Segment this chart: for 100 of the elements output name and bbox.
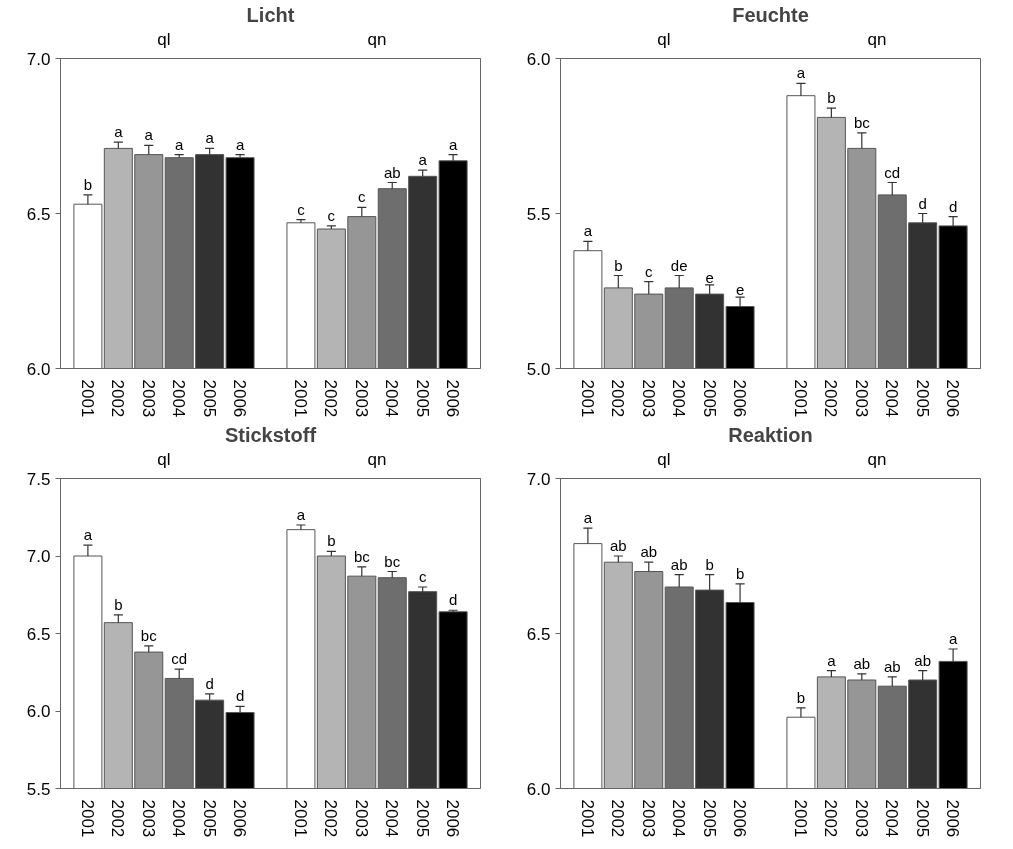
x-tick-label: 2004 (669, 799, 689, 838)
x-tick-label: 2002 (321, 799, 341, 838)
x-tick-label: 2003 (351, 799, 371, 838)
x-tick-label: 2005 (412, 799, 432, 838)
x-tick-label: 2001 (577, 799, 597, 838)
text: qn (367, 449, 387, 469)
data-label: a (796, 64, 806, 82)
data-label: bc (384, 552, 401, 570)
x-tick-label: 2002 (821, 379, 841, 418)
x-tick-label: 2003 (138, 799, 158, 838)
data-label: e (705, 268, 714, 286)
x-tick-label: 2002 (321, 379, 341, 418)
x-tick-label: 2001 (577, 379, 597, 418)
text: qn (867, 29, 887, 49)
x-tick-label: 2003 (638, 379, 658, 418)
x-tick-label: 2003 (851, 379, 871, 418)
data-label: a (448, 135, 458, 153)
data-label: bc (853, 113, 871, 131)
data-label: c (418, 568, 427, 585)
y-tick-label: 7.5 (26, 469, 51, 489)
x-tick-label: 2002 (608, 799, 628, 838)
text: ql (157, 449, 171, 469)
data-label: d (235, 687, 245, 705)
x-tick-label: 2003 (638, 799, 658, 838)
x-tick-label: 2004 (882, 799, 902, 838)
x-tick-label: 2004 (882, 379, 902, 418)
x-tick-label: 2004 (669, 379, 689, 418)
data-label: b (614, 256, 623, 274)
data-label: a (948, 630, 958, 647)
y-tick-label: 7.0 (26, 49, 51, 69)
data-label: b (735, 564, 745, 582)
data-label: ab (609, 537, 627, 554)
x-tick-label: 2005 (699, 799, 719, 838)
x-tick-label: 2002 (821, 799, 841, 838)
text: ql (157, 29, 171, 49)
data-label: d (448, 591, 458, 609)
text: ql (657, 449, 671, 469)
data-label: a (583, 222, 593, 240)
x-tick-label: 2002 (108, 379, 128, 418)
data-label: ab (640, 543, 658, 561)
chart-title: Feuchte (732, 3, 809, 26)
x-tick-label: 2003 (851, 799, 871, 838)
x-tick-label: 2006 (943, 379, 963, 418)
x-tick-label: 2005 (912, 379, 932, 418)
x-tick-label: 2006 (230, 799, 250, 838)
x-tick-label: 2006 (443, 799, 463, 838)
data-label: ab (670, 555, 688, 573)
x-tick-label: 2001 (290, 799, 310, 838)
data-label: b (83, 175, 93, 193)
data-label: b (796, 688, 806, 706)
x-tick-label: 2001 (290, 379, 310, 418)
y-tick-label: 7.0 (26, 547, 51, 566)
data-label: d (948, 197, 958, 215)
data-label: a (205, 129, 215, 147)
data-label: d (918, 194, 927, 212)
x-tick-label: 2005 (412, 379, 432, 418)
y-tick-label: 6.5 (26, 624, 51, 644)
chart-title: Stickstoff (224, 423, 317, 446)
y-tick-label: 6.0 (26, 359, 51, 379)
data-label: a (175, 135, 185, 153)
data-label: a (114, 123, 124, 141)
data-label: cd (884, 163, 901, 181)
data-label: b (705, 555, 714, 573)
y-tick-label: 5.0 (526, 359, 551, 379)
data-label: c (358, 188, 367, 206)
y-tick-label: 6.0 (26, 702, 51, 721)
data-label: a (83, 526, 93, 544)
x-tick-label: 2004 (169, 799, 189, 838)
data-label: e (735, 281, 745, 299)
x-tick-label: 2006 (443, 379, 463, 418)
x-tick-label: 2005 (699, 379, 719, 418)
data-label: c (297, 200, 306, 218)
data-label: ab (853, 654, 871, 672)
x-tick-label: 2006 (230, 379, 250, 418)
data-label: bc (353, 547, 371, 565)
data-label: ab (883, 657, 901, 675)
x-tick-label: 2003 (138, 379, 158, 418)
x-tick-label: 2001 (790, 799, 810, 838)
x-tick-label: 2004 (382, 799, 402, 838)
x-tick-label: 2001 (77, 379, 97, 418)
data-label: a (827, 651, 837, 669)
x-tick-label: 2006 (730, 799, 750, 838)
y-tick-label: 7.0 (526, 469, 551, 489)
data-label: b (327, 532, 336, 550)
data-label: d (205, 674, 214, 692)
x-tick-label: 2006 (730, 379, 750, 418)
y-tick-label: 6.0 (526, 779, 551, 799)
data-label: ab (914, 651, 932, 669)
x-tick-label: 2006 (943, 799, 963, 838)
x-tick-label: 2004 (169, 379, 189, 418)
data-label: de (670, 256, 688, 274)
data-label: a (296, 506, 306, 523)
text: qn (867, 449, 887, 469)
y-tick-label: 6.5 (526, 624, 551, 644)
y-tick-label: 5.5 (526, 204, 551, 224)
y-tick-label: 5.5 (26, 779, 51, 799)
y-tick-label: 6.5 (26, 204, 51, 224)
x-tick-label: 2001 (77, 799, 97, 838)
y-tick-label: 6.0 (526, 49, 551, 69)
data-label: a (144, 126, 154, 144)
